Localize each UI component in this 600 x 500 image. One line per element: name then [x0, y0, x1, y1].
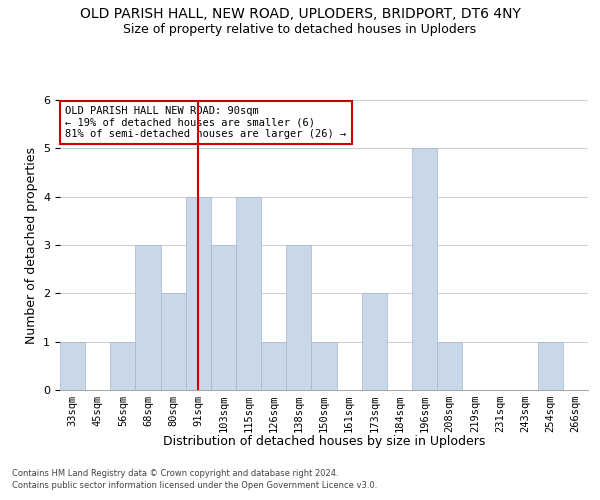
- Text: OLD PARISH HALL NEW ROAD: 90sqm
← 19% of detached houses are smaller (6)
81% of : OLD PARISH HALL NEW ROAD: 90sqm ← 19% of…: [65, 106, 347, 139]
- Bar: [60, 342, 85, 390]
- Bar: [186, 196, 211, 390]
- Bar: [412, 148, 437, 390]
- Bar: [362, 294, 387, 390]
- Y-axis label: Number of detached properties: Number of detached properties: [25, 146, 38, 344]
- Bar: [211, 245, 236, 390]
- Bar: [437, 342, 462, 390]
- Text: Size of property relative to detached houses in Uploders: Size of property relative to detached ho…: [124, 22, 476, 36]
- Bar: [311, 342, 337, 390]
- Bar: [538, 342, 563, 390]
- Text: Contains HM Land Registry data © Crown copyright and database right 2024.: Contains HM Land Registry data © Crown c…: [12, 468, 338, 477]
- Text: OLD PARISH HALL, NEW ROAD, UPLODERS, BRIDPORT, DT6 4NY: OLD PARISH HALL, NEW ROAD, UPLODERS, BRI…: [80, 8, 520, 22]
- Bar: [136, 245, 161, 390]
- Text: Contains public sector information licensed under the Open Government Licence v3: Contains public sector information licen…: [12, 481, 377, 490]
- Bar: [286, 245, 311, 390]
- Text: Distribution of detached houses by size in Uploders: Distribution of detached houses by size …: [163, 435, 485, 448]
- Bar: [110, 342, 136, 390]
- Bar: [161, 294, 186, 390]
- Bar: [236, 196, 261, 390]
- Bar: [261, 342, 286, 390]
